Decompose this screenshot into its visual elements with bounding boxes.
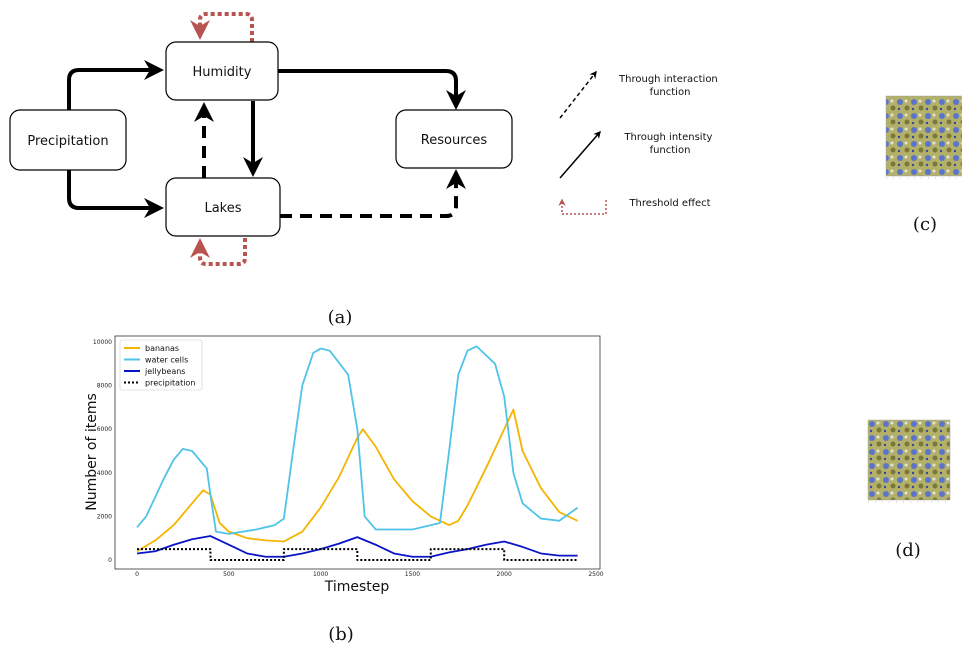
legend-label-jellybeans: jellybeans xyxy=(144,367,185,376)
legend-solid-arrow xyxy=(559,130,601,179)
x-tick-label: 500 xyxy=(223,571,235,578)
chart-legend: bananas water cells jellybeans precipitatio… xyxy=(119,339,203,391)
legIntensity-second-line: function xyxy=(650,145,691,156)
node-lakes: Lakes xyxy=(165,177,281,237)
causal-diagram: Precipitation Humidity Lakes Resources T… xyxy=(9,12,721,328)
legend-label-precipitation: precipitation xyxy=(145,379,195,388)
legend-label-intensity-line: Through intensity xyxy=(623,132,712,143)
legend-label-intensity: Through intensity function xyxy=(623,132,715,156)
node-resources: Resources xyxy=(395,109,513,169)
chart-legend-box xyxy=(119,339,203,391)
series-line-water-cells xyxy=(136,345,579,535)
node-precipitation-label: Precipitation xyxy=(27,134,108,149)
caption-d: (d) xyxy=(895,540,921,561)
edge-precipitation-humidity xyxy=(67,60,164,110)
legend-label-interaction-line: Through interaction xyxy=(618,74,718,85)
legend-dashed-arrow xyxy=(559,70,597,119)
y-tick-label: 2000 xyxy=(97,513,112,520)
threshold-loop-lakes xyxy=(190,238,247,266)
x-tick-label: 2000 xyxy=(497,571,512,578)
panel-d: (d) xyxy=(867,419,951,561)
series-line-precipitation xyxy=(137,548,578,561)
node-resources-label: Resources xyxy=(421,133,488,148)
legInteraction-second-line: function xyxy=(650,87,691,98)
chart-series xyxy=(136,345,579,561)
y-tick-label: 8000 xyxy=(97,383,112,390)
legend-label-threshold: Threshold effect xyxy=(628,198,710,209)
edge-precipitation-lakes xyxy=(67,170,164,218)
node-humidity-label: Humidity xyxy=(193,65,252,80)
y-tick-label: 10000 xyxy=(93,339,112,346)
legend-threshold-arrow xyxy=(558,198,607,215)
caption-c: (c) xyxy=(913,214,937,235)
x-tick-label: 1000 xyxy=(313,571,328,578)
edge-lakes-resources xyxy=(280,169,466,218)
panel-c: (c) xyxy=(885,95,962,235)
x-tick-label: 1500 xyxy=(405,571,420,578)
y-tick-label: 0 xyxy=(108,557,112,564)
chart-xlabel: Timestep xyxy=(324,579,390,595)
series-line-jellybeans xyxy=(136,535,578,558)
y-tick-label: 6000 xyxy=(97,426,112,433)
node-precipitation: Precipitation xyxy=(9,109,127,171)
threshold-loop-humidity xyxy=(190,12,254,42)
panel-c-map xyxy=(885,95,962,177)
caption-b: (b) xyxy=(328,624,354,645)
node-lakes-label: Lakes xyxy=(204,201,241,216)
legend-label-bananas: bananas xyxy=(145,344,179,353)
chart-ylabel: Number of items xyxy=(84,393,100,511)
x-tick-label: 2500 xyxy=(588,571,603,578)
x-tick-label: 0 xyxy=(135,571,139,578)
chart-ticks: 0 500 1000 1500 2000 2500 0 2000 4000 6000 8000 100… xyxy=(93,339,604,578)
node-humidity: Humidity xyxy=(165,41,279,101)
diagram-legend: Through interaction function Through int… xyxy=(558,70,721,215)
caption-a: (a) xyxy=(328,307,353,328)
panel-d-map xyxy=(867,419,951,501)
edge-humidity-resources xyxy=(278,69,466,110)
series-line-bananas xyxy=(136,408,579,553)
legend-label-water-cells: water cells xyxy=(145,356,188,365)
legend-label-interaction: Through interaction function xyxy=(618,74,721,98)
line-chart: 0 500 1000 1500 2000 2500 0 2000 4000 6000 8000 100… xyxy=(84,335,604,645)
y-tick-label: 4000 xyxy=(97,470,112,477)
